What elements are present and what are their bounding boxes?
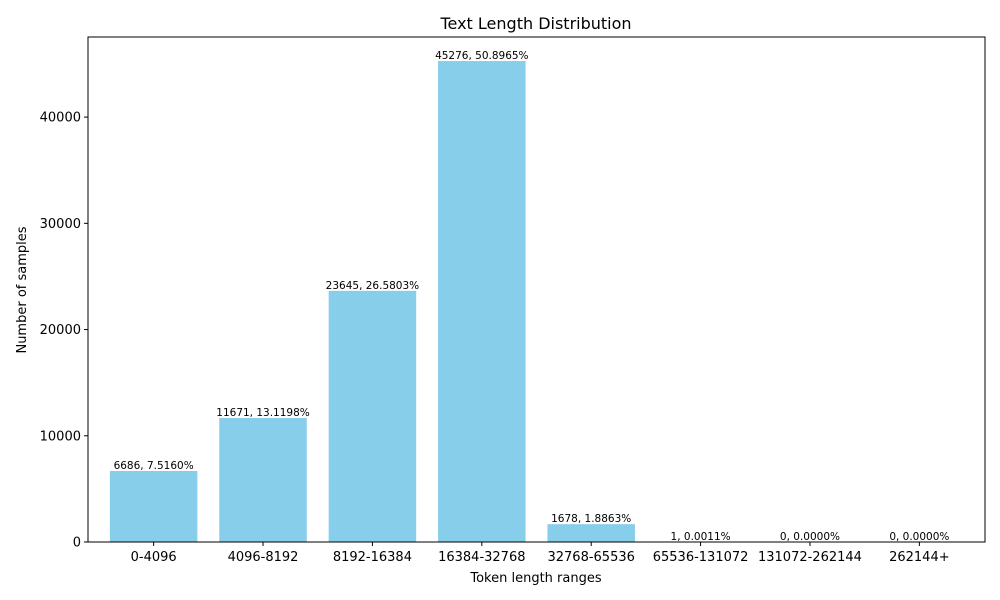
bar-value-label: 1678, 1.8863%	[551, 513, 631, 525]
x-tick-label: 16384-32768	[438, 550, 525, 565]
y-tick-label: 0	[73, 536, 81, 551]
bar-16384-32768	[438, 61, 526, 542]
bar-4096-8192	[219, 418, 307, 542]
bar-value-label: 11671, 13.1198%	[216, 407, 309, 419]
chart-title: Text Length Distribution	[439, 14, 631, 33]
y-tick-label: 20000	[40, 323, 81, 338]
bar-value-label: 45276, 50.8965%	[435, 50, 528, 62]
bar-value-label: 0, 0.0000%	[780, 531, 840, 543]
bar-value-label: 23645, 26.5803%	[326, 280, 419, 292]
x-tick-label: 131072-262144	[758, 550, 862, 565]
bar-value-label: 1, 0.0011%	[671, 531, 731, 543]
plot-frame	[87, 36, 986, 543]
y-axis: 0 10000 20000 30000 40000	[40, 111, 88, 551]
bar-32768-65536	[547, 524, 635, 542]
bar-value-label: 6686, 7.5160%	[114, 460, 194, 472]
y-tick-label: 10000	[40, 429, 81, 444]
y-tick-label: 40000	[40, 111, 81, 126]
x-tick-label: 8192-16384	[333, 550, 412, 565]
bars-layer	[109, 61, 745, 542]
bar-8192-16384	[328, 290, 417, 542]
x-tick-label: 4096-8192	[228, 550, 299, 565]
x-axis-title: Token length ranges	[469, 571, 601, 586]
x-axis: 0-4096 4096-8192 8192-16384 16384-32768 3276…	[131, 542, 950, 565]
bar-labels-layer: 6686, 7.5160% 11671, 13.1198% 23645, 26.58…	[114, 50, 950, 543]
x-tick-label: 32768-65536	[547, 550, 634, 565]
x-tick-label: 262144+	[889, 550, 950, 565]
y-tick-label: 30000	[40, 217, 81, 232]
y-axis-title: Number of samples	[15, 226, 30, 353]
x-tick-label: 0-4096	[131, 550, 177, 565]
x-tick-label: 65536-131072	[653, 550, 749, 565]
bar-0-4096	[109, 470, 198, 542]
bar-value-label: 0, 0.0000%	[889, 531, 949, 543]
